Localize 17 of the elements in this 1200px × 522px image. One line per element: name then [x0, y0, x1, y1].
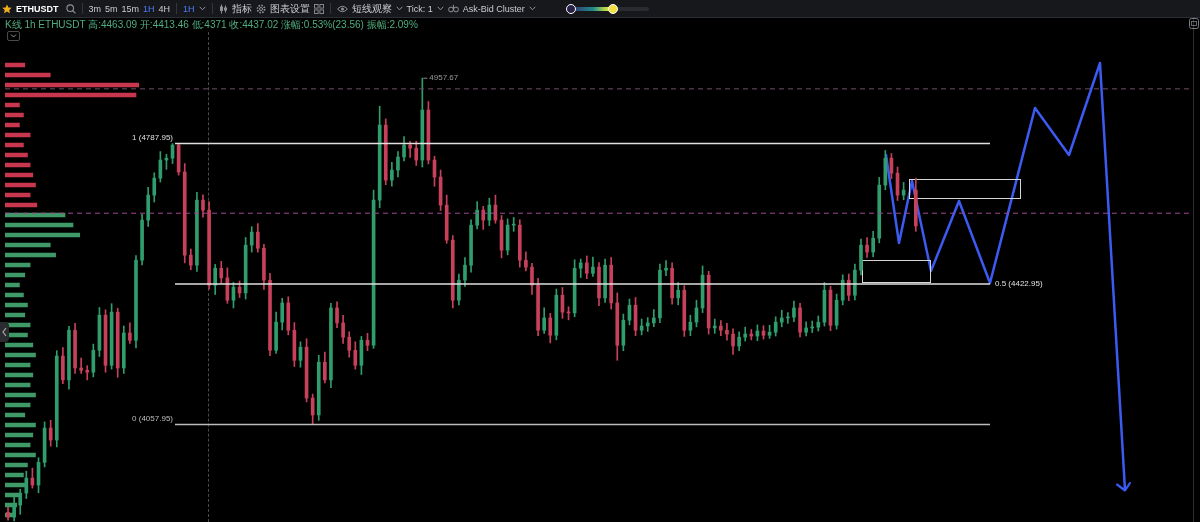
annotation: 4957.67: [429, 73, 459, 83]
ref-line-label: 0.5 (4422.95): [995, 279, 1043, 289]
text: 5m: [105, 2, 118, 15]
text: 15m: [121, 2, 140, 15]
text: 3m: [88, 2, 102, 15]
text: 图表设置: [269, 2, 310, 15]
ref-line-label: 1 (4787.95): [132, 133, 174, 143]
chart-title: ETHUSDT: [16, 3, 59, 14]
text: 1H: [143, 2, 155, 15]
text: Tick: 1: [406, 2, 433, 15]
text: 4H: [158, 2, 171, 15]
ref-line-label: 0 (4057.95): [132, 414, 174, 424]
text: 1H: [183, 2, 195, 15]
chart-subtitle: K线 1h ETHUSDT 高:4463.09 开:4413.46 低:4371 收:4437.02 涨幅:0.53%(23.56) 振幅:2.09%: [5, 19, 418, 30]
text: Ask-Bid Cluster: [462, 2, 525, 15]
text: 指标: [231, 2, 252, 15]
text: 短线观察: [351, 2, 392, 15]
